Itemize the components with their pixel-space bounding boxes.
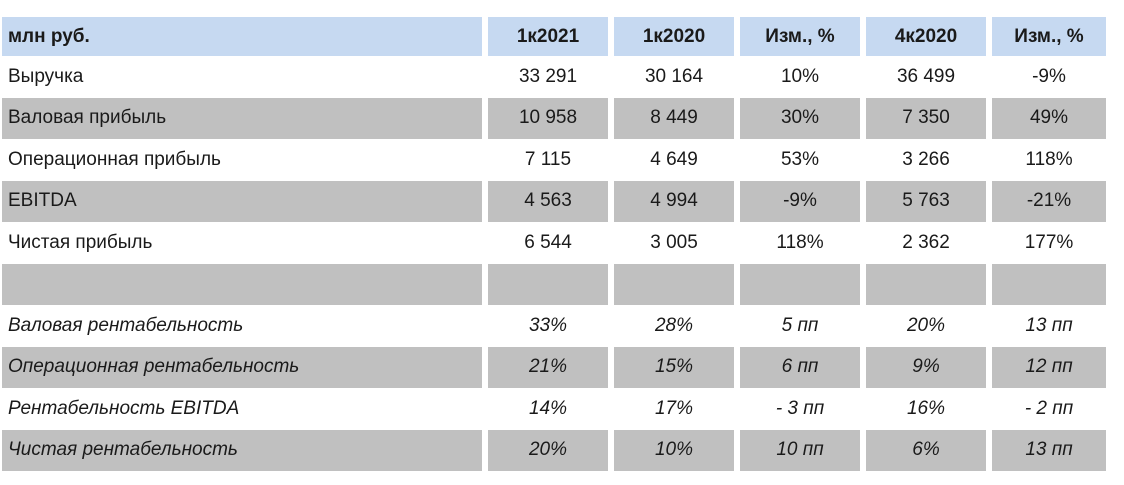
row-ebitda-margin: Рентабельность EBITDA 14% 17% - 3 пп 16%… <box>2 388 1106 430</box>
row-label: Чистая рентабельность <box>2 429 482 471</box>
header-1q2020: 1к2020 <box>608 17 734 56</box>
cell-value: 3 266 <box>860 139 986 181</box>
row-ebitda: EBITDA 4 563 4 994 -9% 5 763 -21% <box>2 180 1106 222</box>
row-label: Выручка <box>8 65 84 87</box>
cell-value: 10 958 <box>482 97 608 139</box>
cell-value: 28% <box>608 305 734 347</box>
cell-value: 6 544 <box>482 222 608 264</box>
cell-value: 3 005 <box>608 222 734 264</box>
cell-value: 5 пп <box>734 305 860 347</box>
cell-value: 49% <box>986 97 1106 139</box>
row-net-profit: Чистая прибыль 6 544 3 005 118% 2 362 17… <box>2 222 1106 264</box>
row-gross-profit: Валовая прибыль 10 958 8 449 30% 7 350 4… <box>2 97 1106 139</box>
row-operating-margin: Операционная рентабельность 21% 15% 6 пп… <box>2 346 1106 388</box>
row-revenue: Выручка 33 291 30 164 10% 36 499 -9% <box>2 56 1106 98</box>
cell-value: 12 пп <box>986 346 1106 388</box>
row-label: EBITDA <box>2 180 482 222</box>
cell-value: 10% <box>734 56 860 98</box>
cell-value: 16% <box>860 388 986 430</box>
cell-value: -9% <box>986 56 1106 98</box>
header-units: млн руб. <box>2 17 482 56</box>
cell-value <box>860 263 986 305</box>
cell-value: 30 164 <box>608 56 734 98</box>
row-label: Операционная рентабельность <box>2 346 482 388</box>
row-label: Валовая рентабельность <box>8 314 244 336</box>
cell-value: 30% <box>734 97 860 139</box>
cell-value: 10 пп <box>734 429 860 471</box>
cell-value: 9% <box>860 346 986 388</box>
cell-value <box>482 263 608 305</box>
cell-value: -9% <box>734 180 860 222</box>
cell-value: 7 115 <box>482 139 608 181</box>
cell-value: 20% <box>860 305 986 347</box>
cell-value: 33 291 <box>482 56 608 98</box>
row-gross-margin: Валовая рентабельность 33% 28% 5 пп 20% … <box>2 305 1106 347</box>
cell-value: 20% <box>482 429 608 471</box>
header-1q2021: 1к2021 <box>482 17 608 56</box>
cell-value: 2 362 <box>860 222 986 264</box>
cell-value <box>608 263 734 305</box>
row-net-margin: Чистая рентабельность 20% 10% 10 пп 6% 1… <box>2 429 1106 471</box>
cell-value: 4 563 <box>482 180 608 222</box>
cell-value: 6% <box>860 429 986 471</box>
cell-value: -21% <box>986 180 1106 222</box>
cell-value: 53% <box>734 139 860 181</box>
cell-value: 13 пп <box>986 305 1106 347</box>
cell-value: 21% <box>482 346 608 388</box>
financial-results-table: млн руб. 1к2021 1к2020 Изм., % 4к2020 Из… <box>2 17 1106 471</box>
cell-value <box>986 263 1106 305</box>
cell-value: 8 449 <box>608 97 734 139</box>
cell-value: 118% <box>986 139 1106 181</box>
cell-value: 4 649 <box>608 139 734 181</box>
cell-value: 118% <box>734 222 860 264</box>
cell-value: 7 350 <box>860 97 986 139</box>
row-label: Операционная прибыль <box>8 148 221 170</box>
cell-value: 4 994 <box>608 180 734 222</box>
cell-value: - 2 пп <box>986 388 1106 430</box>
header-row: млн руб. 1к2021 1к2020 Изм., % 4к2020 Из… <box>2 17 1106 56</box>
header-4q2020: 4к2020 <box>860 17 986 56</box>
cell-value: 33% <box>482 305 608 347</box>
cell-value: 6 пп <box>734 346 860 388</box>
cell-value: 13 пп <box>986 429 1106 471</box>
cell-value: 14% <box>482 388 608 430</box>
cell-value <box>734 263 860 305</box>
row-label: Чистая прибыль <box>8 231 153 253</box>
cell-value: 36 499 <box>860 56 986 98</box>
row-spacer <box>2 263 1106 305</box>
cell-value: - 3 пп <box>734 388 860 430</box>
row-label: Рентабельность EBITDA <box>8 397 240 419</box>
cell-value: 17% <box>608 388 734 430</box>
header-change-yoy: Изм., % <box>734 17 860 56</box>
cell-value: 10% <box>608 429 734 471</box>
row-label: Валовая прибыль <box>2 97 482 139</box>
row-operating-profit: Операционная прибыль 7 115 4 649 53% 3 2… <box>2 139 1106 181</box>
cell-value: 177% <box>986 222 1106 264</box>
cell-value: 5 763 <box>860 180 986 222</box>
header-change-qoq: Изм., % <box>986 17 1106 56</box>
cell-value: 15% <box>608 346 734 388</box>
row-label <box>2 263 482 305</box>
